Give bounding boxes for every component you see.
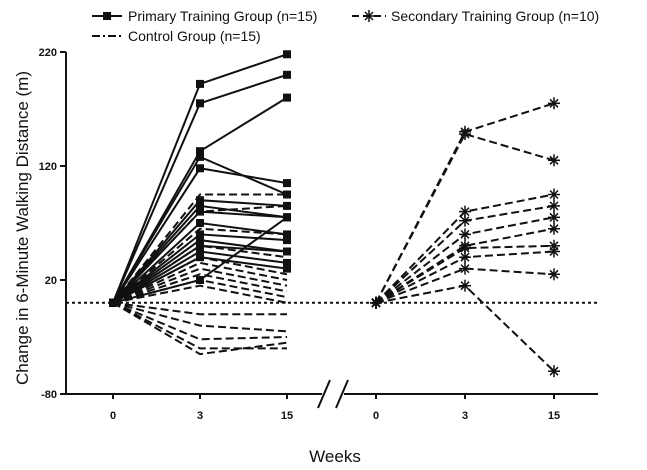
data-point-square: [283, 50, 291, 59]
data-point-square: [196, 79, 204, 88]
y-tick-label: 220: [39, 47, 57, 59]
control-series-line: [112, 227, 288, 304]
legend-primary-label: Primary Training Group (n=15): [128, 8, 317, 24]
data-point-square: [283, 258, 291, 267]
control-series-line: [112, 301, 288, 341]
x-tick-label: 15: [281, 410, 293, 422]
data-point-square: [196, 201, 204, 210]
data-point-star: [548, 199, 560, 212]
legend-secondary-marker: [363, 10, 375, 22]
data-point-star: [459, 279, 471, 292]
data-point-square: [196, 207, 204, 216]
control-series-line: [112, 267, 288, 304]
data-point-square: [196, 241, 204, 250]
x-tick-label: 3: [462, 410, 468, 422]
data-point-square: [196, 276, 204, 284]
x-axis-title: Weeks: [309, 447, 361, 466]
data-point-star: [548, 222, 560, 235]
y-tick-label: -80: [41, 389, 57, 401]
data-point-square: [283, 190, 291, 199]
y-tick-label: 20: [45, 275, 57, 287]
data-point-square: [196, 152, 204, 161]
data-point-star: [548, 97, 560, 110]
data-point-star: [548, 245, 560, 258]
x-tick-label: 3: [197, 410, 203, 422]
data-point-star: [459, 128, 471, 141]
secondary-series-line: [375, 244, 555, 304]
data-point-star: [548, 211, 560, 224]
legend-layer: Primary Training Group (n=15) Secondary …: [92, 8, 599, 44]
data-point-star: [459, 228, 471, 241]
data-point-square: [196, 147, 204, 156]
data-point-square: [196, 253, 204, 262]
data-point-square: [283, 93, 291, 102]
control-series-line: [112, 193, 287, 304]
data-point-square: [109, 298, 117, 307]
data-point-square: [196, 219, 204, 227]
data-point-star: [370, 296, 382, 309]
control-series-line: [112, 261, 288, 304]
x-tick-label: 0: [110, 410, 116, 422]
control-series-line: [112, 301, 288, 333]
data-point-star: [548, 154, 560, 167]
secondary-series-line: [375, 267, 555, 304]
control-series-line: [112, 284, 288, 304]
data-point-square: [283, 70, 291, 79]
data-point-square: [196, 196, 204, 205]
secondary-series-line: [375, 132, 555, 304]
data-point-star: [548, 188, 560, 201]
legend-primary-marker: [103, 12, 111, 20]
data-point-square: [196, 236, 204, 245]
data-point-square: [196, 164, 204, 173]
data-point-square: [283, 247, 291, 256]
control-series-line: [112, 244, 288, 304]
data-point-square: [196, 230, 204, 239]
control-series-line: [112, 301, 288, 356]
data-point-square: [283, 236, 291, 245]
control-series-line: [112, 273, 288, 304]
data-point-star: [548, 365, 560, 378]
control-series-line: [112, 301, 287, 316]
data-point-square: [283, 230, 291, 239]
control-series-line: [112, 301, 287, 350]
data-layer: [109, 50, 560, 378]
data-point-square: [283, 179, 291, 188]
data-point-square: [283, 213, 291, 222]
x-tick-label: 15: [548, 410, 560, 422]
axis-break-mark: [317, 379, 331, 409]
axes-layer: 220 120 20 -80 0 3 15 0 3 15: [39, 47, 598, 422]
axis-break-mark: [335, 379, 349, 409]
data-point-square: [196, 247, 204, 256]
data-point-star: [548, 268, 560, 281]
data-point-square: [196, 99, 204, 108]
legend-secondary-label: Secondary Training Group (n=10): [391, 8, 599, 24]
data-point-square: [283, 201, 291, 210]
data-point-star: [459, 251, 471, 264]
y-axis-title: Change in 6-Minute Walking Distance (m): [13, 71, 32, 385]
x-tick-label: 0: [373, 410, 379, 422]
data-point-square: [283, 264, 291, 273]
legend-control-label: Control Group (n=15): [128, 28, 261, 44]
data-point-star: [459, 262, 471, 275]
secondary-series-line: [375, 284, 555, 372]
y-tick-label: 120: [39, 161, 57, 173]
data-point-star: [459, 214, 471, 227]
